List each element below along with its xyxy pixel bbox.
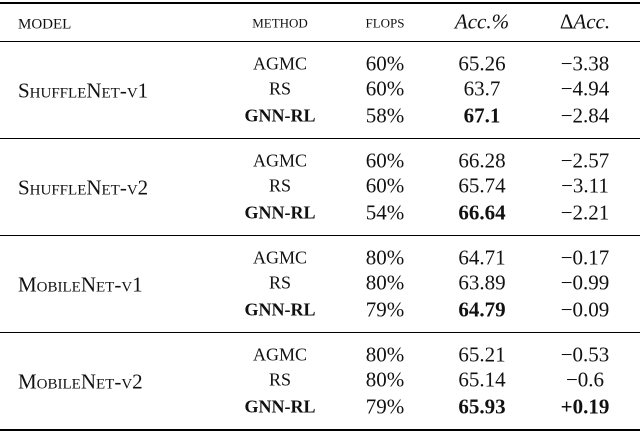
- value-cell: 80%: [365, 270, 405, 295]
- method: GNN-RL: [244, 299, 316, 320]
- method: AGMC: [252, 247, 308, 268]
- rule: [0, 138, 640, 139]
- value-cell: 63.7: [463, 76, 501, 101]
- value-cell: −0.6: [565, 367, 605, 392]
- rule: [0, 2, 640, 4]
- value-cell: +0.19: [560, 394, 610, 419]
- header-cell: ΔAcc.: [559, 9, 611, 34]
- model-name: MobileNet-v2: [18, 369, 143, 394]
- value-cell: 60%: [365, 76, 405, 101]
- value-cell: 60%: [365, 148, 405, 173]
- value-cell: −2.57: [560, 148, 610, 173]
- value-cell: 65.21: [458, 342, 506, 367]
- header-cell: model: [18, 9, 72, 34]
- value-cell: −0.17: [560, 245, 610, 270]
- value-cell: 67.1: [463, 103, 501, 128]
- value-cell: 60%: [365, 173, 405, 198]
- model-name: ShuffleNet-v1: [18, 78, 149, 103]
- value-cell: 60%: [365, 51, 405, 76]
- value-cell: 80%: [365, 367, 405, 392]
- header-cell: flops: [365, 11, 405, 32]
- value-cell: 65.14: [458, 367, 506, 392]
- model-name: MobileNet-v1: [18, 272, 143, 297]
- value-cell: 65.93: [458, 394, 506, 419]
- method: RS: [268, 175, 292, 196]
- value-cell: −0.53: [560, 342, 610, 367]
- value-cell: 80%: [365, 245, 405, 270]
- method: AGMC: [252, 344, 308, 365]
- method: RS: [268, 369, 292, 390]
- method: RS: [268, 78, 292, 99]
- value-cell: −4.94: [560, 76, 610, 101]
- value-cell: 54%: [365, 200, 405, 225]
- value-cell: 66.28: [458, 148, 506, 173]
- value-cell: −2.84: [560, 103, 610, 128]
- value-cell: 79%: [365, 297, 405, 322]
- method: RS: [268, 272, 292, 293]
- value-cell: −3.38: [560, 51, 610, 76]
- value-cell: 65.26: [458, 51, 506, 76]
- rule: [0, 235, 640, 236]
- rule: [0, 332, 640, 333]
- value-cell: 63.89: [458, 270, 506, 295]
- value-cell: −2.21: [560, 200, 610, 225]
- rule: [0, 41, 640, 42]
- header-cell: Acc.%: [454, 9, 510, 34]
- rule: [0, 429, 640, 431]
- method: AGMC: [252, 150, 308, 171]
- value-cell: 65.74: [458, 173, 506, 198]
- value-cell: 66.64: [458, 200, 506, 225]
- method: AGMC: [252, 53, 308, 74]
- value-cell: −0.99: [560, 270, 610, 295]
- value-cell: 79%: [365, 394, 405, 419]
- method: GNN-RL: [244, 105, 316, 126]
- value-cell: 58%: [365, 103, 405, 128]
- header-cell: method: [252, 11, 308, 32]
- method: GNN-RL: [244, 202, 316, 223]
- value-cell: 64.79: [458, 297, 506, 322]
- method: GNN-RL: [244, 396, 316, 417]
- value-cell: 64.71: [458, 245, 506, 270]
- value-cell: −0.09: [560, 297, 610, 322]
- value-cell: −3.11: [561, 173, 609, 198]
- value-cell: 80%: [365, 342, 405, 367]
- model-name: ShuffleNet-v2: [18, 175, 149, 200]
